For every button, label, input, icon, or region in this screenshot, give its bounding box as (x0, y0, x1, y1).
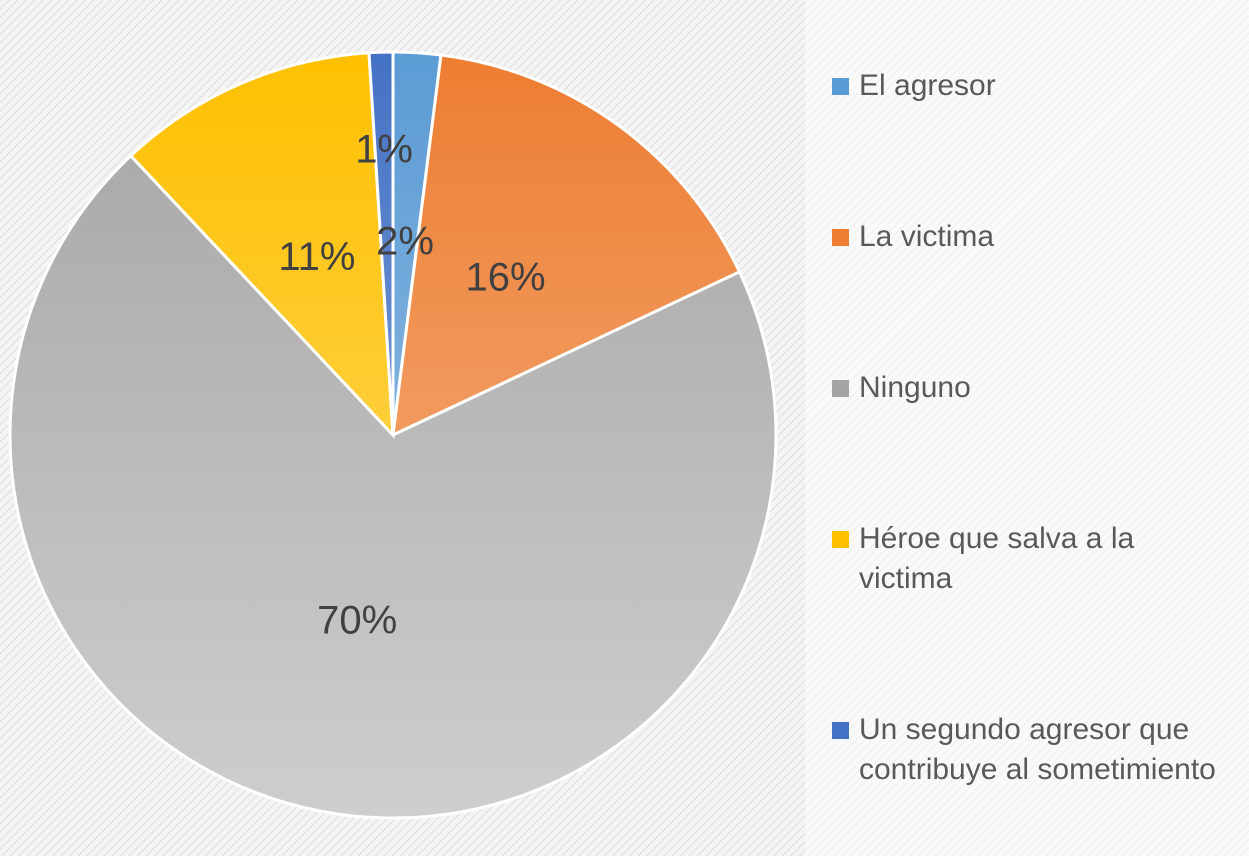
legend-swatch (832, 379, 849, 397)
legend-item: Ninguno (832, 368, 1237, 408)
legend-label: Ninguno (859, 370, 971, 404)
data-label: 1% (355, 127, 413, 171)
data-label: 70% (317, 599, 397, 643)
legend-item: La victima (832, 217, 1237, 257)
legend: El agresor La victima Ninguno Héroe que sal… (832, 0, 1237, 856)
data-label: 16% (466, 256, 546, 300)
legend-swatch (832, 228, 849, 246)
pie-slice (391, 53, 742, 438)
data-label: 11% (278, 235, 355, 279)
legend-panel (805, 0, 1249, 856)
legend-label: La victima (859, 219, 995, 253)
legend-swatch (832, 77, 849, 95)
pie-slice (128, 51, 395, 440)
pie-slice (367, 50, 395, 436)
legend-swatch (832, 722, 849, 740)
legend-label: El agresor (859, 68, 996, 102)
pie-slice (8, 153, 778, 820)
legend-item: El agresor (832, 66, 1237, 106)
legend-swatch (832, 531, 849, 549)
legend-item: Héroe que salva a la victima (832, 519, 1237, 599)
data-label: 2% (376, 219, 434, 263)
legend-label: Héroe que salva a la victima (859, 522, 1135, 596)
legend-item: Un segundo agresor que contribuye al som… (832, 710, 1237, 790)
legend-label: Un segundo agresor que contribuye al som… (859, 713, 1216, 787)
